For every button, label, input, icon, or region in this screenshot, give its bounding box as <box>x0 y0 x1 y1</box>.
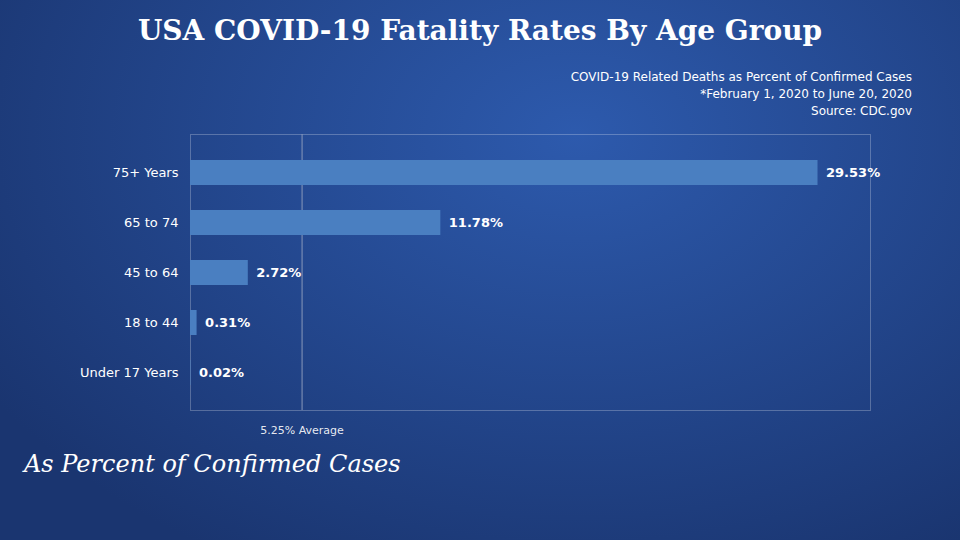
svg-text:18 to 44: 18 to 44 <box>124 315 178 330</box>
html-text:*February 1, 2020 to June 20,: *February 1, 2020 to June 20, 2020 <box>700 87 912 101</box>
svg-text:2.72%: 2.72% <box>256 265 301 280</box>
html-text:COVID-19 Related Deaths as Per: COVID-19 Related Deaths as Percent of Co… <box>570 70 912 84</box>
svg-text:65 to 74: 65 to 74 <box>124 215 178 230</box>
html-text:Source: CDC.gov: Source: CDC.gov <box>811 104 912 118</box>
svg-text:11.78%: 11.78% <box>449 215 503 230</box>
svg-text:75+ Years: 75+ Years <box>113 165 179 180</box>
svg-text:5.25% Average: 5.25% Average <box>260 424 344 437</box>
svg-text:0.31%: 0.31% <box>205 315 250 330</box>
svg-text:45 to 64: 45 to 64 <box>124 265 178 280</box>
html-text:As Percent of Confirmed Cases: As Percent of Confirmed Cases <box>24 450 401 478</box>
html-text:USA COVID-19 Fatality Rates By: USA COVID-19 Fatality Rates By Age Group <box>137 14 823 47</box>
svg-text:Under 17 Years: Under 17 Years <box>80 365 179 380</box>
svg-text:0.02%: 0.02% <box>199 365 244 380</box>
svg-text:29.53%: 29.53% <box>826 165 880 180</box>
